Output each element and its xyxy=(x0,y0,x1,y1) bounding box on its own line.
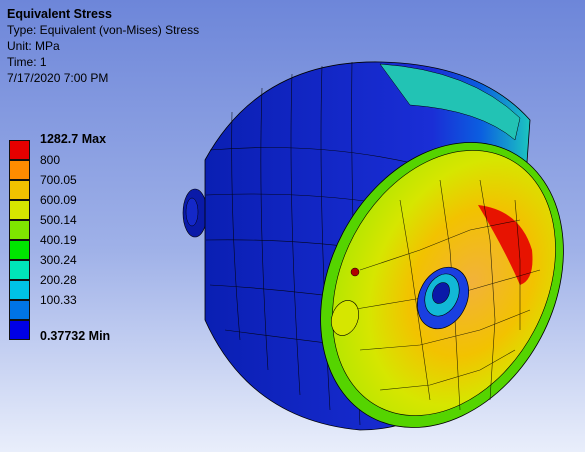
result-info: Equivalent Stress Type: Equivalent (von-… xyxy=(7,6,199,86)
legend-swatch-3 xyxy=(9,180,30,200)
legend-level-label[interactable]: 500.14 xyxy=(40,213,77,227)
center-hub xyxy=(417,266,469,330)
result-title: Equivalent Stress xyxy=(7,7,112,21)
legend-swatch-2 xyxy=(9,160,30,180)
legend-swatch-5 xyxy=(9,220,30,240)
legend-level-label[interactable]: 300.24 xyxy=(40,253,77,267)
legend-max-label[interactable]: 1282.7 Max xyxy=(40,132,107,146)
result-type: Type: Equivalent (von-Mises) Stress xyxy=(7,23,200,37)
legend-swatch-8 xyxy=(9,280,30,300)
legend-swatch-6 xyxy=(9,240,30,260)
legend-swatch-7 xyxy=(9,260,30,280)
legend-min-label[interactable]: 0.37732 Min xyxy=(40,329,111,343)
result-date: 7/17/2020 7:00 PM xyxy=(7,71,109,85)
legend-level-label[interactable]: 400.19 xyxy=(40,233,77,247)
legend-level-label[interactable]: 200.28 xyxy=(40,273,77,287)
legend-level-label[interactable]: 600.09 xyxy=(40,193,77,207)
legend-level-label[interactable]: 100.33 xyxy=(40,293,77,307)
legend-level-label[interactable]: 700.05 xyxy=(40,173,77,187)
legend-swatch-9 xyxy=(9,300,30,320)
legend-swatch-1 xyxy=(9,140,30,160)
result-time: Time: 1 xyxy=(7,55,47,69)
result-unit: Unit: MPa xyxy=(7,39,60,53)
legend-swatch-10 xyxy=(9,320,30,340)
legend-swatch-4 xyxy=(9,200,30,220)
legend-level-label[interactable]: 800 xyxy=(40,153,61,167)
left-boss xyxy=(182,188,208,238)
